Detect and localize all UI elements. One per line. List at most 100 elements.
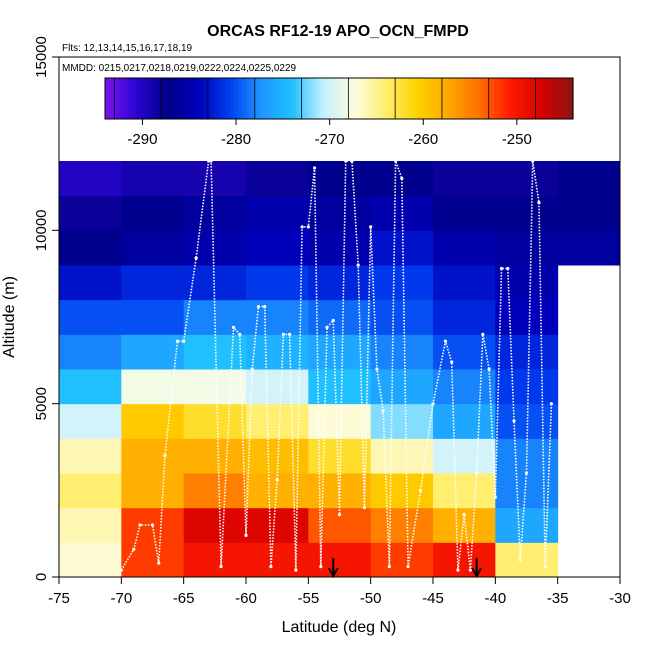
heatmap-cell (308, 161, 372, 197)
colorbar-swatch (502, 78, 508, 119)
colorbar-swatch (284, 78, 289, 119)
trajectory-point (150, 523, 155, 527)
trajectory-point (275, 478, 279, 482)
x-axis-label: Latitude (deg N) (282, 619, 397, 636)
heatmap-cell (433, 403, 496, 439)
trajectory-point (238, 332, 242, 336)
heatmap-cell (183, 438, 247, 474)
heatmap-cell (246, 265, 309, 301)
colorbar-swatch (413, 78, 418, 119)
colorbar-swatch (436, 78, 441, 119)
colorbar-swatch (518, 78, 523, 119)
x-tick-label: -65 (173, 590, 195, 607)
heatmap-cell (183, 265, 247, 301)
colorbar-swatch (319, 78, 324, 119)
colorbar-swatch (346, 78, 352, 119)
heatmap-cell (59, 542, 122, 578)
trajectory-point (549, 402, 554, 406)
colorbar-swatch (393, 78, 399, 119)
colorbar-swatch (483, 78, 488, 119)
colorbar-swatch (561, 78, 566, 119)
x-tick-label: -55 (297, 590, 319, 607)
x-tick-label: -50 (360, 590, 382, 607)
trajectory-point (512, 419, 516, 423)
colorbar-swatch (358, 78, 363, 119)
trajectory-point (269, 565, 273, 569)
colorbar-swatch (424, 78, 430, 119)
colorbar-swatch (218, 78, 223, 119)
heatmap-cell (495, 542, 559, 578)
heatmap-cell (121, 542, 185, 578)
colorbar-swatch (171, 78, 176, 119)
colorbar-swatch (288, 78, 293, 119)
trajectory-point (281, 332, 285, 336)
colorbar-tick-label: -290 (127, 131, 157, 148)
colorbar-swatch (467, 78, 473, 119)
down-arrow-icon (471, 557, 483, 579)
x-tick-label: -40 (484, 590, 506, 607)
colorbar-swatch (198, 78, 204, 119)
colorbar-swatch (401, 78, 406, 119)
trajectory-point (306, 225, 310, 229)
heatmap-cell (59, 230, 122, 266)
heatmap-cell (370, 438, 434, 474)
trajectory-point (481, 332, 485, 336)
colorbar-swatch (417, 78, 422, 119)
heatmap-cell (433, 195, 496, 231)
heatmap-cell (308, 473, 372, 509)
colorbar-swatch (249, 78, 254, 119)
trajectory-point (300, 225, 304, 229)
trajectory-point (418, 488, 423, 492)
colorbar-swatch (315, 78, 321, 119)
colorbar-swatch (144, 78, 149, 119)
heatmap-cell (370, 299, 434, 335)
trajectory-point (132, 547, 136, 551)
heatmap-cell (495, 195, 559, 231)
colorbar-swatch (374, 78, 379, 119)
trajectory-point (244, 533, 248, 538)
x-axis: -75 -70 -65 -60 -55 -50 -45 -40 -35 -30 (48, 576, 631, 607)
colorbar-swatch (350, 78, 356, 119)
colorbar-swatch (307, 78, 313, 119)
colorbar-swatch (175, 78, 180, 119)
trajectory-point (350, 159, 354, 163)
colorbar-swatch (381, 78, 387, 119)
colorbar-swatch (514, 78, 519, 119)
heatmap-cells (59, 161, 621, 578)
x-tick-label: -60 (235, 590, 257, 607)
heatmap-cell (433, 230, 496, 266)
trajectory-point (394, 159, 398, 163)
trajectory-point (362, 506, 367, 510)
heatmap-cell (557, 230, 621, 266)
heatmap-cell (308, 195, 372, 231)
x-tick-label: -30 (609, 590, 631, 607)
trajectory-point (506, 266, 510, 271)
colorbar-swatch (190, 78, 196, 119)
heatmap-cell (308, 542, 372, 578)
heatmap-cell (121, 334, 185, 370)
colorbar-swatch (569, 78, 574, 119)
trajectory-point (209, 159, 213, 163)
trajectory-point (387, 565, 391, 569)
trajectory-point (175, 339, 180, 343)
colorbar-tick-label: -250 (502, 131, 532, 148)
colorbar-swatch (245, 78, 250, 119)
trajectory-point (207, 159, 211, 163)
colorbar-swatch (459, 78, 465, 119)
colorbar-swatch (553, 78, 558, 119)
x-tick-label: -75 (48, 590, 70, 607)
heatmap-cell (246, 542, 309, 578)
colorbar-swatch (186, 78, 192, 119)
colorbar-swatch (229, 78, 235, 119)
trajectory-point (462, 513, 466, 517)
heatmap-cell (121, 161, 185, 197)
heatmap-cell (308, 230, 372, 266)
colorbar-swatch (268, 78, 274, 119)
x-tick-label: -45 (422, 590, 444, 607)
trajectory-point (138, 523, 142, 527)
colorbar-swatch (214, 78, 219, 119)
heatmap-cell (183, 542, 247, 578)
colorbar-swatch (385, 78, 391, 119)
colorbar-swatch (300, 78, 305, 119)
y-tick-label: 5000 (33, 387, 50, 420)
